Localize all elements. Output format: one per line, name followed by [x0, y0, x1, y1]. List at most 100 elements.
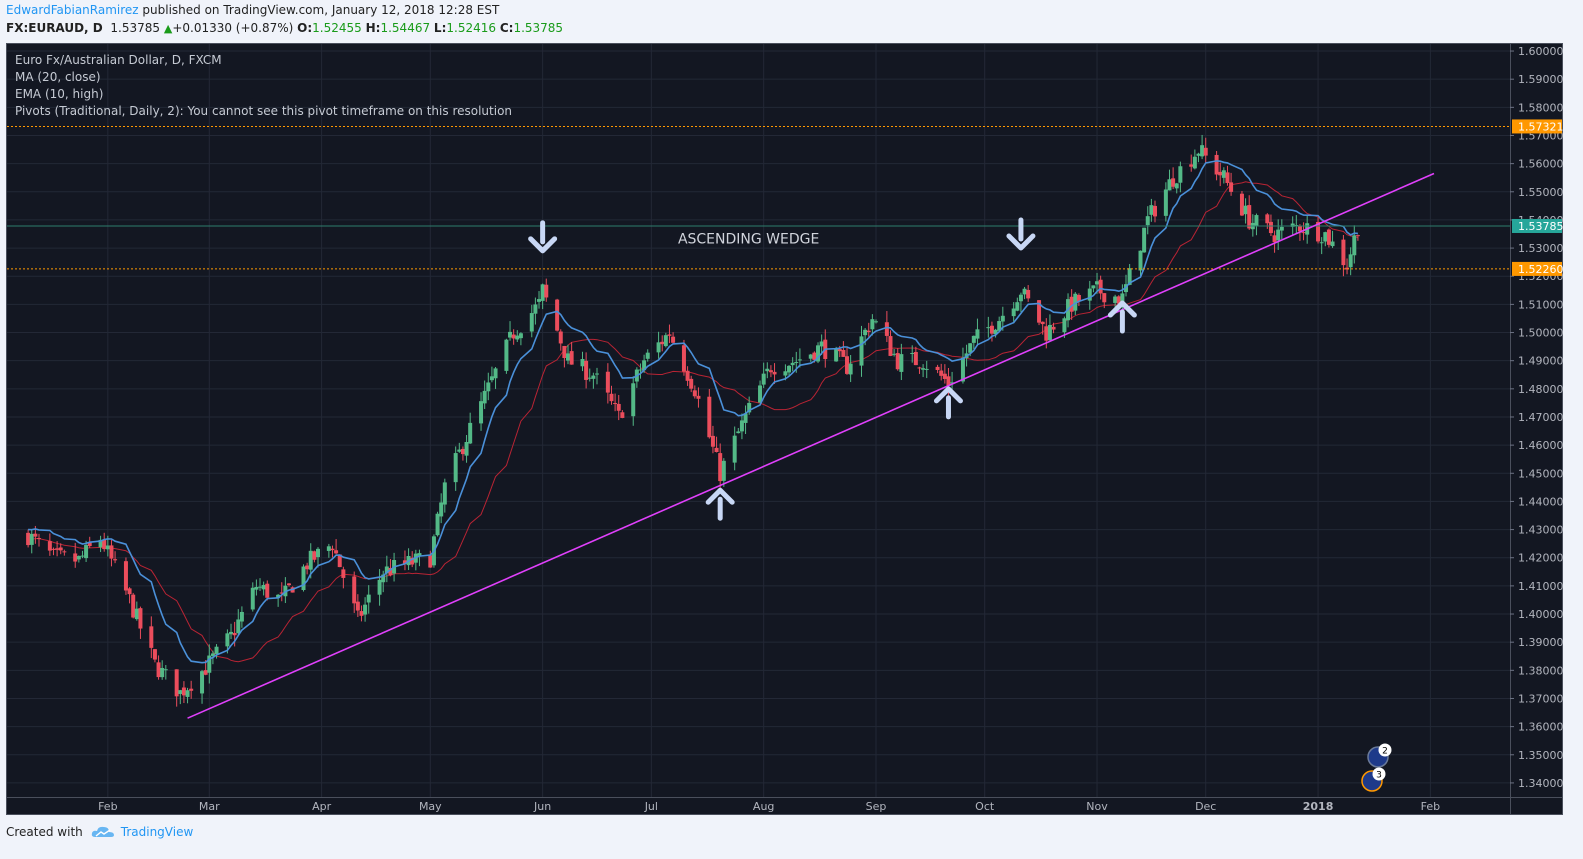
candle-body [620, 412, 625, 418]
candle-body [656, 342, 661, 353]
candle-body [997, 321, 1002, 331]
x-tick-label: Nov [1086, 800, 1108, 813]
candle-body [518, 333, 523, 339]
badge-count: 2 [1382, 747, 1388, 757]
candle-body [540, 284, 545, 301]
candle-body [609, 393, 614, 402]
candle-body [334, 550, 339, 554]
candle-body [613, 403, 618, 405]
candle-body [638, 369, 643, 371]
candle-body [388, 567, 393, 576]
candle-body [33, 533, 38, 537]
candle-body [1301, 232, 1306, 234]
candle-body [555, 299, 560, 331]
candle-body [174, 669, 179, 697]
candle-body [1316, 221, 1321, 242]
candle-body [873, 321, 878, 323]
candle-body [537, 299, 542, 302]
candle-body [457, 449, 462, 452]
candle-body [1145, 216, 1150, 226]
candle-body [163, 669, 168, 671]
price-label-box [1512, 218, 1562, 233]
x-tick-label: Jul [644, 800, 658, 813]
candle-body [377, 579, 382, 595]
open-label: O: [297, 21, 313, 35]
candle-body [1127, 268, 1132, 285]
candle-body [558, 331, 563, 344]
candle-body [1254, 215, 1259, 226]
candle-body [55, 548, 60, 550]
candle-body [714, 447, 719, 453]
candle-body [1341, 239, 1346, 266]
y-tick-label: 1.36000 [1518, 721, 1564, 734]
candle-body [1040, 321, 1045, 325]
candle-body [888, 336, 893, 356]
candle-body [1015, 302, 1020, 311]
candle-body [149, 626, 154, 648]
candle-body [935, 366, 940, 370]
candle-body [1011, 308, 1016, 317]
candle-body [1098, 279, 1103, 294]
candle-body [51, 548, 56, 550]
up-arrow-icon[interactable] [933, 386, 963, 420]
candle-body [591, 375, 596, 379]
candle-body [816, 345, 821, 362]
candle-body [62, 551, 67, 553]
candle-body [337, 554, 342, 568]
candle-body [1221, 170, 1226, 178]
candle-body [366, 594, 371, 603]
candle-body [87, 542, 92, 547]
plot-background [7, 44, 1510, 815]
candle-body [29, 533, 34, 545]
candle-body [1149, 205, 1154, 215]
candle-body [73, 553, 78, 562]
candle-body [584, 360, 589, 380]
candle-body [917, 367, 922, 369]
candle-body [569, 351, 574, 365]
candle-body [308, 550, 313, 570]
candle-body [511, 334, 516, 339]
candle-body [819, 341, 824, 347]
up-arrow-icon[interactable] [705, 487, 735, 521]
candle-body [261, 584, 266, 590]
published-text: published on TradingView.com, January 12… [142, 3, 500, 17]
x-tick-label: Oct [975, 800, 995, 813]
candle-body [486, 382, 491, 392]
down-arrow-icon[interactable] [528, 220, 558, 254]
cloud-logo-icon [91, 826, 114, 837]
candle-body [594, 373, 599, 375]
candle-body [758, 385, 763, 403]
legend-ma: MA (20, close) [15, 70, 101, 84]
candle-body [707, 396, 712, 438]
candle-body [1044, 326, 1049, 341]
candle-body [417, 553, 422, 556]
candle-body [1062, 318, 1067, 333]
candle-body [841, 349, 846, 357]
author-link[interactable]: EdwardFabianRamirez [6, 3, 139, 17]
candle-body [772, 371, 777, 375]
candle-body [315, 548, 320, 558]
trendline[interactable] [187, 172, 1435, 719]
candle-body [975, 329, 980, 339]
candle-body [1073, 293, 1078, 311]
down-arrow-icon[interactable] [1006, 217, 1036, 251]
legend-title: Euro Fx/Australian Dollar, D, FXCM [15, 53, 222, 67]
tradingview-link[interactable]: TradingView [91, 825, 193, 839]
candle-body [968, 343, 973, 353]
candle-body [910, 352, 915, 354]
y-tick-label: 1.53000 [1518, 242, 1564, 255]
legend-pivots: Pivots (Traditional, Daily, 2): You cann… [15, 104, 513, 118]
candle-body [1225, 172, 1230, 183]
candle-body [1268, 221, 1273, 234]
candle-body [1319, 242, 1324, 244]
candle-body [1290, 223, 1295, 227]
ema-line [28, 160, 1358, 664]
candle-body [913, 352, 918, 366]
candle-body [685, 370, 690, 381]
y-tick-label: 1.46000 [1518, 439, 1564, 452]
y-tick-label: 1.42000 [1518, 552, 1564, 565]
up-arrow-icon[interactable] [1107, 300, 1137, 334]
candle-body [718, 453, 723, 482]
candle-body [845, 356, 850, 374]
